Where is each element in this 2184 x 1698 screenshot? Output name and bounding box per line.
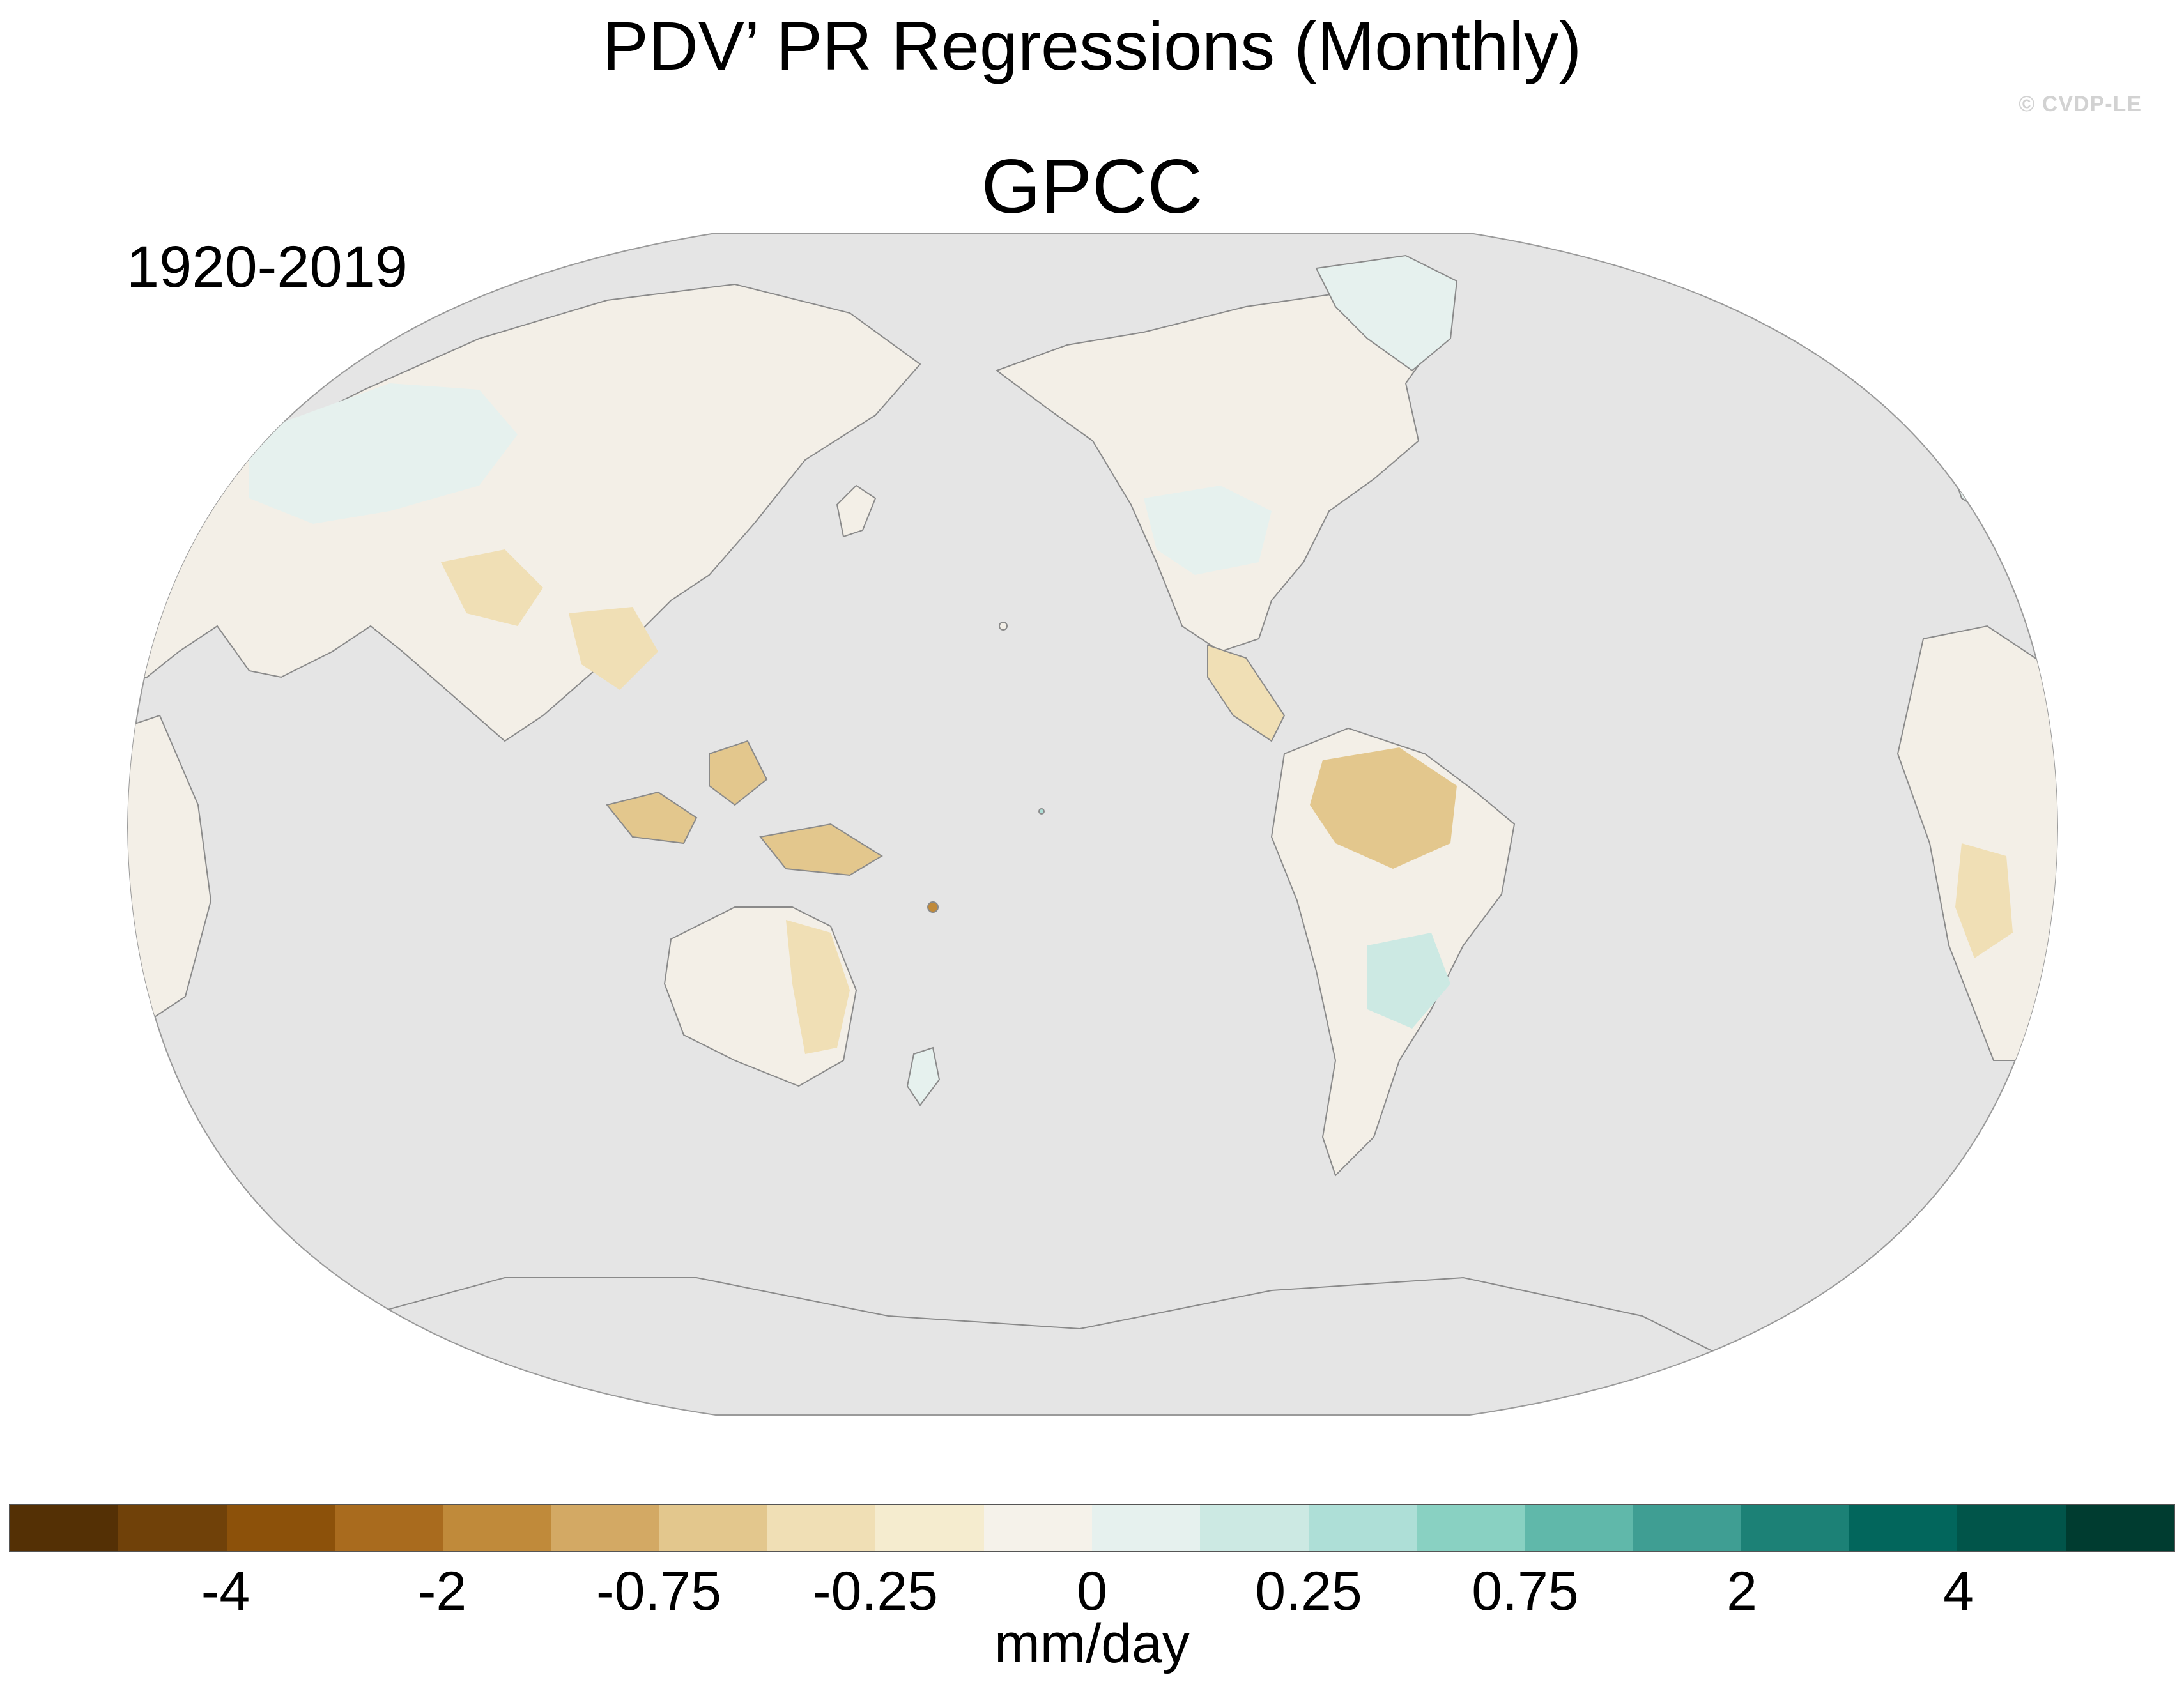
antarctica-outline — [364, 1276, 1719, 1355]
colorbar-swatch — [1200, 1505, 1309, 1551]
colorbar-tick-label: -2 — [417, 1561, 467, 1622]
colorbar-tick-label: -4 — [201, 1561, 250, 1622]
colorbar-tick-label: 2 — [1726, 1561, 1757, 1622]
colorbar-ticks: -4 -2 -0.75 -0.25 0 0.25 0.75 2 4 — [9, 1564, 2175, 1634]
colorbar-swatch — [551, 1505, 659, 1551]
india-dry-region — [569, 607, 658, 690]
colorbar-swatch — [226, 1505, 335, 1551]
colorbar-swatch — [2065, 1505, 2174, 1551]
colorbar-swatch — [767, 1505, 876, 1551]
colorbar-swatch — [983, 1505, 1092, 1551]
pacific-island — [1038, 808, 1045, 815]
credit-watermark: © CVDP-LE — [2019, 92, 2142, 116]
colorbar-swatch — [1957, 1505, 2066, 1551]
colorbar-swatch — [443, 1505, 551, 1551]
australia-east-dry — [786, 920, 850, 1054]
colorbar-swatch — [1741, 1505, 1850, 1551]
period-label: 1920-2019 — [127, 234, 408, 300]
colorbar-tick-label: 4 — [1943, 1561, 1974, 1622]
la-plata-wet-region — [1367, 933, 1450, 1029]
figure-title: PDV’ PR Regressions (Monthly) — [602, 7, 1582, 84]
siberia-region — [249, 383, 518, 524]
asia-dry-region — [441, 549, 543, 626]
north-america-landmass — [995, 293, 1439, 653]
amazon-dry-region — [1310, 747, 1457, 869]
colorbar-swatch — [659, 1505, 768, 1551]
africa-landmass — [128, 714, 212, 1023]
eurasia-landmass — [128, 283, 921, 742]
colorbar-tick-label: 0.75 — [1472, 1561, 1579, 1622]
colorbar-swatch — [334, 1505, 443, 1551]
colorbar-swatch — [1308, 1505, 1417, 1551]
colorbar-swatch — [10, 1505, 119, 1551]
colorbar-swatch — [875, 1505, 984, 1551]
colorbar-swatch — [1633, 1505, 1741, 1551]
world-map — [127, 233, 2059, 1416]
colorbar-tick-label: 0 — [1077, 1561, 1107, 1622]
fiji-islands — [927, 901, 939, 913]
colorbar-swatch — [1416, 1505, 1525, 1551]
west-africa-dry — [1955, 843, 2013, 958]
colorbar-tick-label: 0.25 — [1255, 1561, 1362, 1622]
colorbar-tick-label: -0.25 — [812, 1561, 939, 1622]
colorbar — [9, 1504, 2175, 1552]
colorbar-units: mm/day — [994, 1613, 1190, 1674]
greenland-landmass — [1315, 254, 1458, 372]
colorbar-tick-label: -0.75 — [596, 1561, 722, 1622]
japan-landmass — [836, 484, 877, 538]
africa-east-edge — [1896, 625, 2057, 1061]
colorbar-swatch — [1525, 1505, 1633, 1551]
colorbar-swatch — [1091, 1505, 1201, 1551]
dataset-title: GPCC — [981, 144, 1203, 229]
colorbar-swatch — [118, 1505, 227, 1551]
maritime-continent — [606, 740, 883, 876]
hawaii-islands — [999, 622, 1008, 631]
central-america — [1207, 644, 1286, 742]
us-wet-region — [1144, 486, 1272, 575]
colorbar-swatch — [1849, 1505, 1958, 1551]
new-zealand-landmass — [906, 1046, 941, 1106]
